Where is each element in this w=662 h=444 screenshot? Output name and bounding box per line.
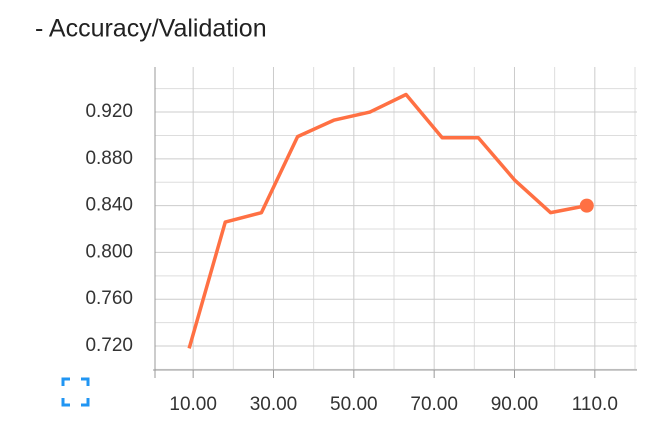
x-tick-label: 30.00 xyxy=(250,394,298,415)
x-tick-label: 90.00 xyxy=(491,394,539,415)
chart-title: - Accuracy/Validation xyxy=(35,15,267,43)
line-series xyxy=(187,92,588,349)
x-tick-label: 70.00 xyxy=(410,394,458,415)
y-tick-label: 0.720 xyxy=(85,335,133,356)
y-tick-label: 0.840 xyxy=(85,195,133,216)
y-tick-label: 0.800 xyxy=(85,241,133,262)
y-tick-label: 0.760 xyxy=(85,288,133,309)
y-tick-label: 0.920 xyxy=(85,101,133,122)
x-tick-label: 110.0 xyxy=(572,394,618,415)
x-tick-label: 50.00 xyxy=(330,394,378,415)
y-tick-label: 0.880 xyxy=(85,148,133,169)
expand-icon[interactable] xyxy=(61,377,90,407)
x-tick-label: 10.00 xyxy=(169,394,217,415)
last-point xyxy=(579,198,594,213)
